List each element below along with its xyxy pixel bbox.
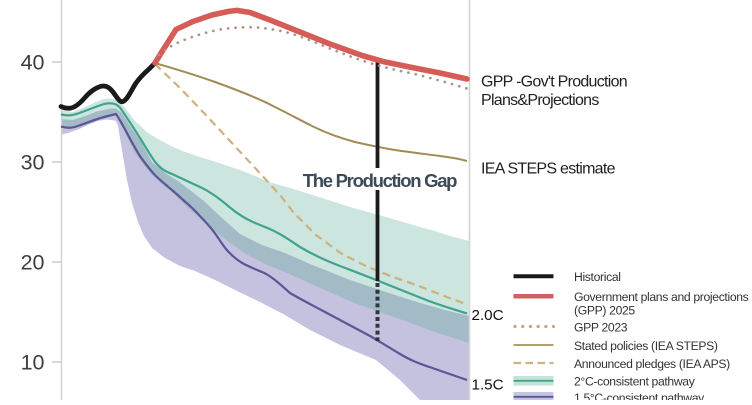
svg-text:Stated policies (IEA STEPS): Stated policies (IEA STEPS)	[574, 339, 718, 353]
svg-text:30: 30	[21, 151, 45, 175]
svg-text:40: 40	[21, 51, 45, 75]
svg-text:(GPP) 2025: (GPP) 2025	[574, 304, 635, 318]
svg-text:Announced pledges (IEA APS): Announced pledges (IEA APS)	[574, 357, 730, 371]
svg-text:1.5C: 1.5C	[472, 377, 504, 394]
svg-text:2.0C: 2.0C	[472, 307, 504, 324]
svg-text:The Production Gap: The Production Gap	[303, 170, 457, 191]
svg-text:Plans&Projections: Plans&Projections	[481, 92, 599, 109]
svg-text:2°C-consistent pathway: 2°C-consistent pathway	[574, 375, 696, 389]
svg-text:Government plans and projectio: Government plans and projections	[574, 290, 749, 304]
svg-text:10: 10	[21, 351, 45, 375]
svg-text:Historical: Historical	[574, 270, 621, 284]
svg-text:20: 20	[21, 251, 45, 275]
svg-text:GPP 2023: GPP 2023	[574, 320, 628, 334]
svg-text:IEA STEPS estimate: IEA STEPS estimate	[481, 161, 616, 178]
svg-text:GPP -Gov't Production: GPP -Gov't Production	[481, 74, 627, 91]
svg-text:1.5°C-consistent pathway: 1.5°C-consistent pathway	[574, 391, 705, 400]
